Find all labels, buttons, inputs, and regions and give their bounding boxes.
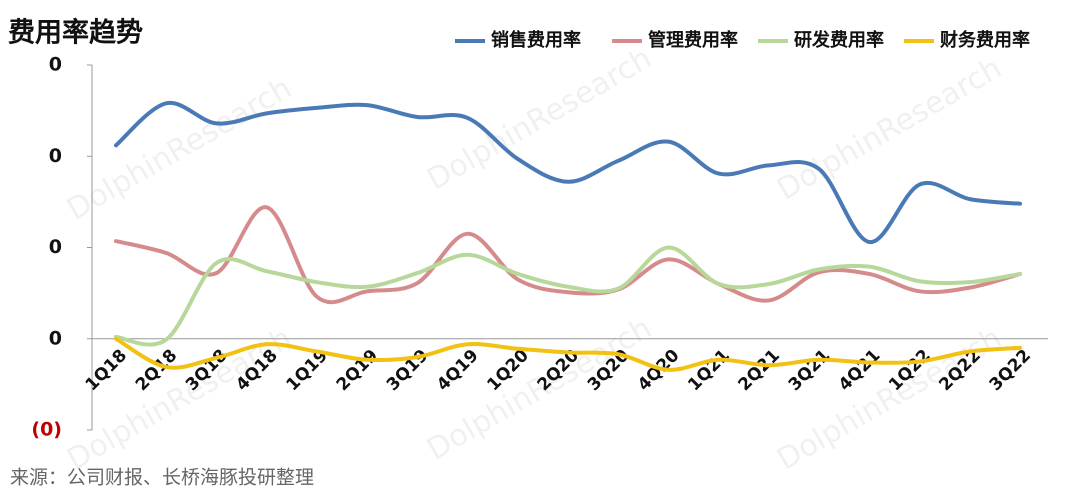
series-line	[114, 101, 1022, 245]
source-note: 来源：公司财报、长桥海豚投研整理	[10, 467, 314, 489]
series-line	[114, 245, 1022, 347]
legend-label: 财务费用率	[940, 29, 1030, 51]
series-line	[114, 336, 1022, 372]
y-tick-label: 0	[49, 145, 62, 167]
x-tick-label: 3Q19	[383, 346, 432, 395]
y-tick-label: 0	[49, 236, 62, 258]
x-tick-label: 1Q18	[82, 346, 131, 395]
x-tick-label: 2Q21	[735, 346, 784, 395]
x-tick-label: 3Q21	[785, 346, 834, 395]
series-line	[114, 205, 1022, 305]
chart-title: 费用率趋势	[8, 17, 143, 49]
watermark: DolphinResearch	[421, 311, 657, 468]
y-tick-label: (0)	[31, 419, 62, 441]
y-tick-label: 0	[49, 54, 62, 76]
legend-label: 研发费用率	[794, 29, 884, 51]
legend-label: 管理费用率	[648, 29, 738, 51]
x-tick-label: 4Q19	[433, 346, 482, 395]
x-tick-label: 2Q19	[333, 346, 382, 395]
y-tick-label: 0	[49, 327, 62, 349]
x-tick-label: 1Q21	[684, 346, 733, 395]
watermark: DolphinResearch	[61, 71, 297, 228]
watermark: DolphinResearch	[771, 321, 1007, 478]
legend-label: 销售费用率	[491, 29, 581, 51]
watermark: DolphinResearch	[771, 51, 1007, 208]
